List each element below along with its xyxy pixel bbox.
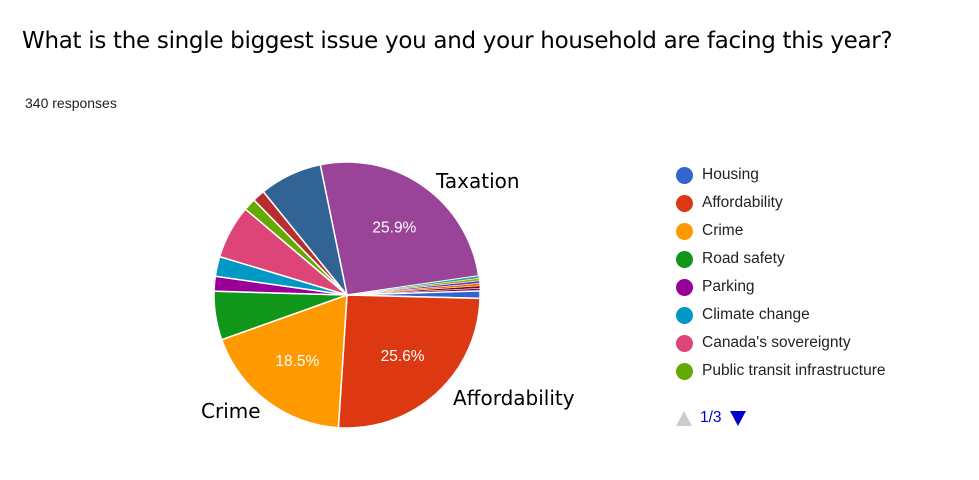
legend-color-dot-icon xyxy=(676,306,693,324)
legend-page-indicator: 1/3 xyxy=(700,409,722,426)
legend-color-dot-icon xyxy=(676,166,693,184)
slice-callout-label: Crime xyxy=(201,399,261,423)
pie-slice[interactable] xyxy=(262,163,348,296)
legend-label: Climate change xyxy=(702,306,810,323)
legend-pager: 1/3 xyxy=(676,409,746,427)
legend-color-dot-icon xyxy=(676,278,693,296)
legend-label: Crime xyxy=(702,222,744,239)
legend-label: Public transit infrastructure xyxy=(702,362,886,379)
slice-percent-label: 25.9% xyxy=(372,220,416,237)
legend-item[interactable]: Parking xyxy=(676,273,886,301)
slice-percent-label: 18.5% xyxy=(275,353,319,370)
legend-label: Canada's sovereignty xyxy=(702,334,851,351)
next-page-arrow-icon[interactable] xyxy=(729,410,746,426)
legend: Housing Affordability Crime Road safety Park… xyxy=(676,161,886,385)
legend-label: Housing xyxy=(702,166,759,183)
legend-item[interactable]: Canada's sovereignty xyxy=(676,329,886,357)
legend-item[interactable]: Crime xyxy=(676,217,886,245)
question-title: What is the single biggest issue you and… xyxy=(22,28,893,54)
legend-item[interactable]: Affordability xyxy=(676,189,886,217)
legend-color-dot-icon xyxy=(676,334,693,352)
legend-color-dot-icon xyxy=(676,194,693,212)
previous-page-arrow-icon[interactable] xyxy=(676,410,692,426)
pie-slice-crime[interactable] xyxy=(220,293,348,429)
legend-item[interactable]: Housing xyxy=(676,161,886,189)
legend-item[interactable]: Climate change xyxy=(676,301,886,329)
slice-callout-label: Taxation xyxy=(435,169,520,193)
legend-color-dot-icon xyxy=(676,250,693,268)
slice-percent-label: 25.6% xyxy=(381,348,425,365)
pie-slice-affordability[interactable] xyxy=(337,294,481,429)
legend-label: Parking xyxy=(702,278,755,295)
legend-color-dot-icon xyxy=(676,362,693,380)
legend-label: Road safety xyxy=(702,250,785,267)
pie-slice-taxation[interactable] xyxy=(319,161,480,296)
legend-color-dot-icon xyxy=(676,222,693,240)
legend-item[interactable]: Public transit infrastructure xyxy=(676,357,886,385)
slice-callout-label: Affordability xyxy=(453,386,575,410)
legend-label: Affordability xyxy=(702,194,783,211)
response-count: 340 responses xyxy=(25,95,117,111)
legend-item[interactable]: Road safety xyxy=(676,245,886,273)
